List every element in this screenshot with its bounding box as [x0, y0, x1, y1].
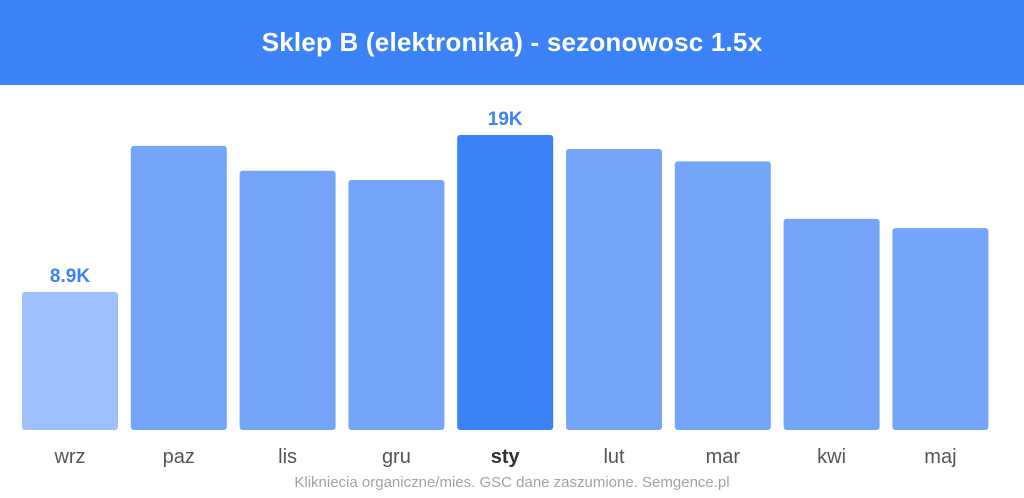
x-tick-label-mar: mar — [706, 446, 741, 468]
x-tick-label-lut: lut — [603, 446, 625, 468]
bar-lut — [566, 148, 662, 430]
x-tick-label-paz: paz — [163, 446, 195, 468]
bar-wrz — [22, 291, 118, 430]
x-tick-label-gru: gru — [382, 446, 411, 468]
bar-maj — [892, 228, 989, 430]
bar-sty — [457, 135, 554, 430]
bar-lis — [239, 170, 336, 431]
chart-title: Sklep B (elektronika) - sezonowosc 1.5x — [261, 27, 763, 57]
x-tick-label-maj: maj — [924, 446, 956, 468]
bar-gru — [348, 180, 445, 430]
chart-footnote: Klikniecia organiczne/mies. GSC dane zas… — [294, 474, 730, 491]
x-tick-label-sty: sty — [491, 446, 521, 468]
bar-chart: wrz 8.9K paz lis gru sty 19K lut mar kwi maj — [22, 109, 989, 468]
bar-mar — [674, 161, 771, 430]
title-bar: Sklep B (elektronika) - sezonowosc 1.5x — [0, 0, 1024, 85]
data-label-wrz: 8.9K — [50, 266, 90, 287]
bar-kwi — [783, 218, 880, 430]
x-tick-label-kwi: kwi — [817, 446, 846, 468]
bar-paz — [130, 145, 227, 431]
data-label-sty: 19K — [488, 109, 523, 130]
x-tick-label-wrz: wrz — [53, 446, 85, 468]
x-tick-label-lis: lis — [278, 446, 297, 468]
